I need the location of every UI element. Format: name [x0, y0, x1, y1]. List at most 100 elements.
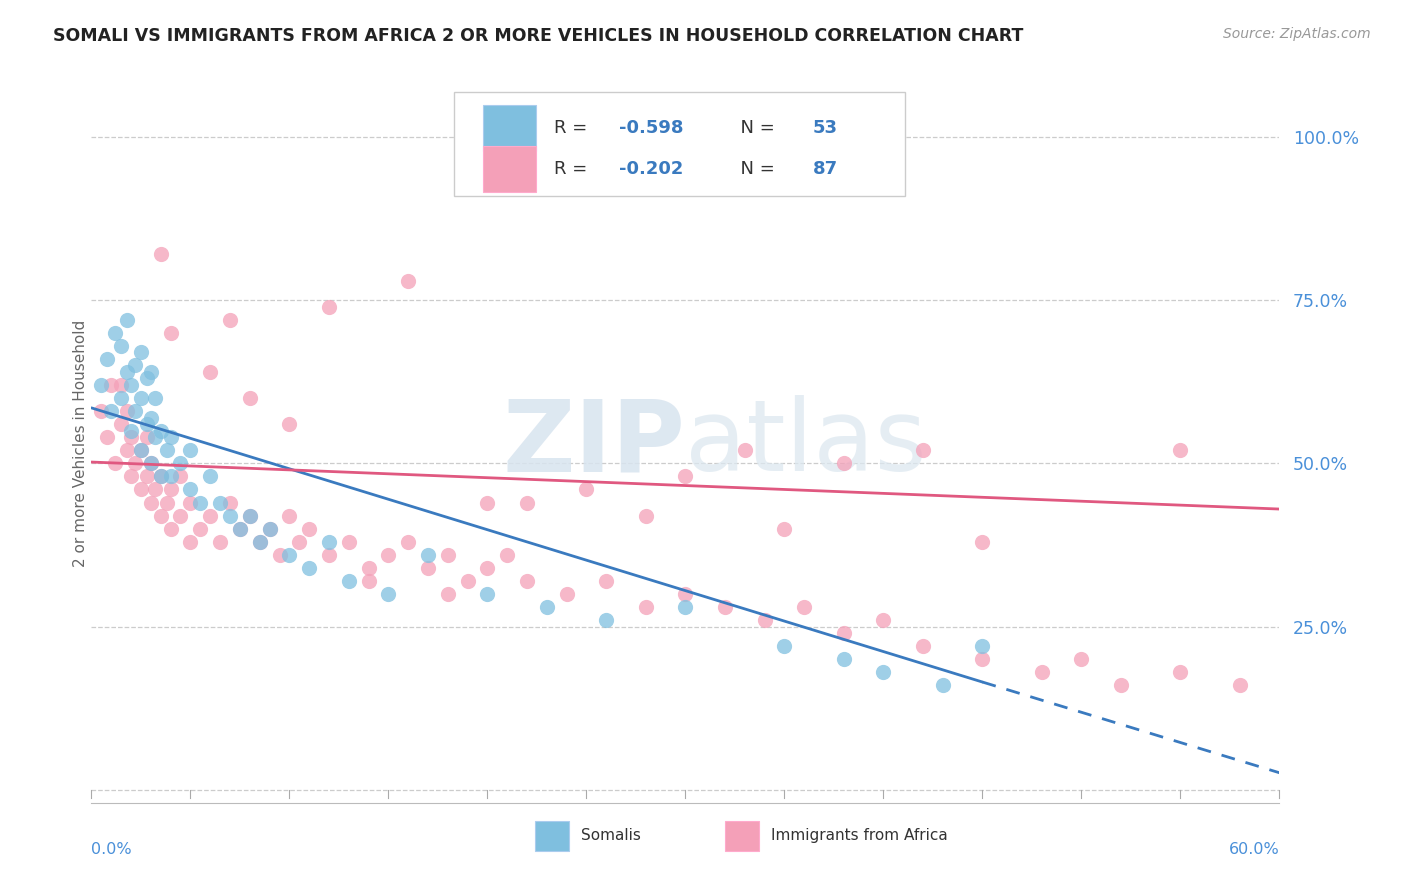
Point — [149, 247, 172, 261]
Point — [457, 574, 479, 588]
Text: R =: R = — [554, 119, 592, 136]
Point — [179, 483, 201, 497]
Point — [90, 404, 112, 418]
Point — [120, 424, 142, 438]
Point — [714, 599, 737, 614]
Point — [129, 443, 152, 458]
Point — [135, 417, 157, 432]
FancyBboxPatch shape — [534, 821, 569, 851]
Point — [96, 430, 118, 444]
Point — [734, 443, 756, 458]
Point — [229, 522, 252, 536]
Point — [129, 443, 152, 458]
Point — [239, 391, 262, 405]
Point — [110, 391, 132, 405]
Text: Somalis: Somalis — [581, 829, 641, 843]
Point — [477, 495, 499, 509]
Point — [219, 508, 242, 523]
Point — [249, 534, 271, 549]
Point — [129, 345, 152, 359]
Point — [139, 365, 162, 379]
Point — [169, 469, 191, 483]
Point — [972, 652, 994, 666]
Point — [139, 456, 162, 470]
Point — [239, 508, 262, 523]
Point — [357, 561, 380, 575]
Point — [115, 312, 138, 326]
Point — [159, 522, 181, 536]
Text: N =: N = — [730, 160, 780, 178]
Point — [377, 548, 399, 562]
Point — [149, 424, 172, 438]
Point — [416, 548, 439, 562]
Point — [110, 417, 132, 432]
Point — [673, 587, 696, 601]
Text: -0.202: -0.202 — [619, 160, 683, 178]
Point — [634, 508, 657, 523]
Point — [1170, 665, 1192, 680]
Point — [357, 574, 380, 588]
Point — [135, 430, 157, 444]
Point — [135, 371, 157, 385]
Text: SOMALI VS IMMIGRANTS FROM AFRICA 2 OR MORE VEHICLES IN HOUSEHOLD CORRELATION CHA: SOMALI VS IMMIGRANTS FROM AFRICA 2 OR MO… — [53, 27, 1024, 45]
Point — [159, 483, 181, 497]
Point — [188, 522, 211, 536]
FancyBboxPatch shape — [484, 146, 536, 192]
Point — [179, 443, 201, 458]
Text: R =: R = — [554, 160, 592, 178]
Point — [139, 410, 162, 425]
Point — [477, 561, 499, 575]
Point — [575, 483, 598, 497]
Point — [159, 326, 181, 340]
Point — [120, 430, 142, 444]
Text: 0.0%: 0.0% — [91, 842, 132, 857]
Point — [377, 587, 399, 601]
Point — [115, 365, 138, 379]
Point — [139, 456, 162, 470]
Point — [200, 469, 222, 483]
Point — [673, 599, 696, 614]
Point — [100, 378, 122, 392]
Point — [911, 443, 934, 458]
Point — [159, 430, 181, 444]
Point — [972, 534, 994, 549]
Point — [516, 495, 538, 509]
Text: 53: 53 — [813, 119, 838, 136]
Text: 87: 87 — [813, 160, 838, 178]
Point — [536, 599, 558, 614]
Point — [239, 508, 262, 523]
Point — [124, 359, 146, 373]
Text: Source: ZipAtlas.com: Source: ZipAtlas.com — [1223, 27, 1371, 41]
Point — [90, 378, 112, 392]
Point — [169, 508, 191, 523]
Point — [477, 587, 499, 601]
Point — [104, 326, 127, 340]
Point — [143, 391, 166, 405]
Point — [96, 351, 118, 366]
Text: -0.598: -0.598 — [619, 119, 683, 136]
Point — [188, 495, 211, 509]
Point — [149, 469, 172, 483]
Point — [516, 574, 538, 588]
Point — [200, 508, 222, 523]
Point — [100, 404, 122, 418]
Point — [318, 548, 340, 562]
Point — [219, 312, 242, 326]
Point — [673, 469, 696, 483]
Point — [129, 483, 152, 497]
Point — [249, 534, 271, 549]
Point — [143, 430, 166, 444]
Point — [143, 483, 166, 497]
Point — [120, 469, 142, 483]
Point — [872, 613, 894, 627]
Point — [149, 469, 172, 483]
Point — [209, 495, 232, 509]
Point — [259, 522, 281, 536]
Point — [773, 522, 796, 536]
Point — [1070, 652, 1092, 666]
Text: ZIP: ZIP — [502, 395, 685, 492]
FancyBboxPatch shape — [484, 105, 536, 151]
Point — [595, 574, 617, 588]
Point — [139, 495, 162, 509]
Point — [932, 678, 955, 692]
